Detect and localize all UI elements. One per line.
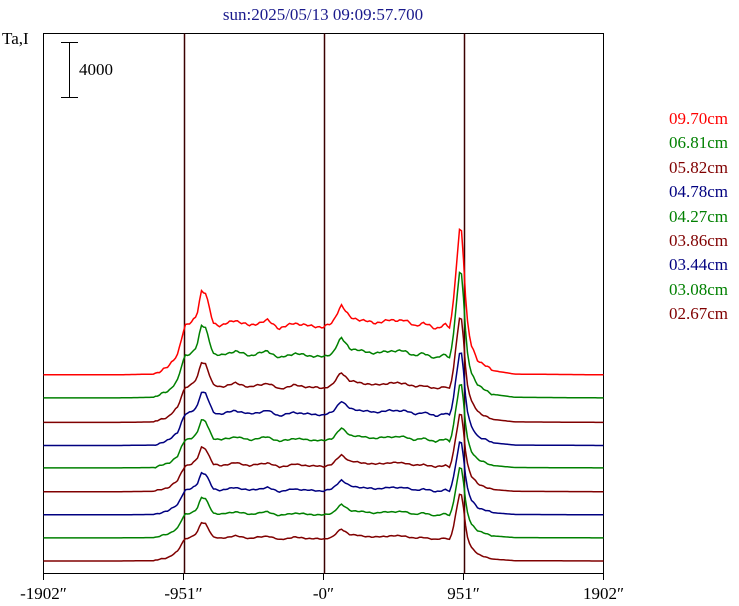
series-line (43, 466, 604, 539)
scale-bar: 4000 (61, 42, 113, 98)
series-line (43, 317, 604, 424)
plot-frame (43, 33, 604, 574)
legend-item: 05.82cm (669, 157, 729, 177)
legend-item: 04.27cm (669, 206, 729, 226)
series-line (43, 271, 604, 399)
legend-item: 03.08cm (669, 279, 729, 299)
legend-item: 09.70cm (669, 109, 729, 128)
x-tick-label: 1902″ (583, 584, 624, 603)
series-line (43, 493, 604, 562)
x-tick-label: -0″ (313, 584, 334, 603)
series-line (43, 352, 604, 447)
legend-item: 04.78cm (669, 182, 729, 202)
series-line (43, 441, 604, 516)
series-line (43, 383, 604, 469)
x-tick-label: -951″ (164, 584, 202, 603)
legend-item: 06.81cm (669, 133, 729, 153)
series-line (43, 228, 604, 376)
legend-item: 03.44cm (669, 255, 729, 275)
series-line (43, 413, 604, 493)
legend-item: 03.86cm (669, 230, 729, 250)
x-tick-label: 951″ (447, 584, 480, 603)
reference-lines (183, 33, 466, 574)
x-tick-label: -1902″ (20, 584, 67, 603)
series-lines (43, 228, 604, 562)
scale-bar-label: 4000 (79, 60, 113, 79)
y-axis-label: Ta,I (2, 29, 29, 48)
chart-title: sun:2025/05/13 09:09:57.700 (223, 5, 423, 24)
x-ticks: -1902″ -951″ -0″ 951″ 1902″ (20, 573, 624, 603)
legend-item: 02.67cm (669, 304, 729, 324)
legend: 09.70cm 06.81cm 05.82cm 04.78cm 04.27cm … (669, 107, 728, 327)
